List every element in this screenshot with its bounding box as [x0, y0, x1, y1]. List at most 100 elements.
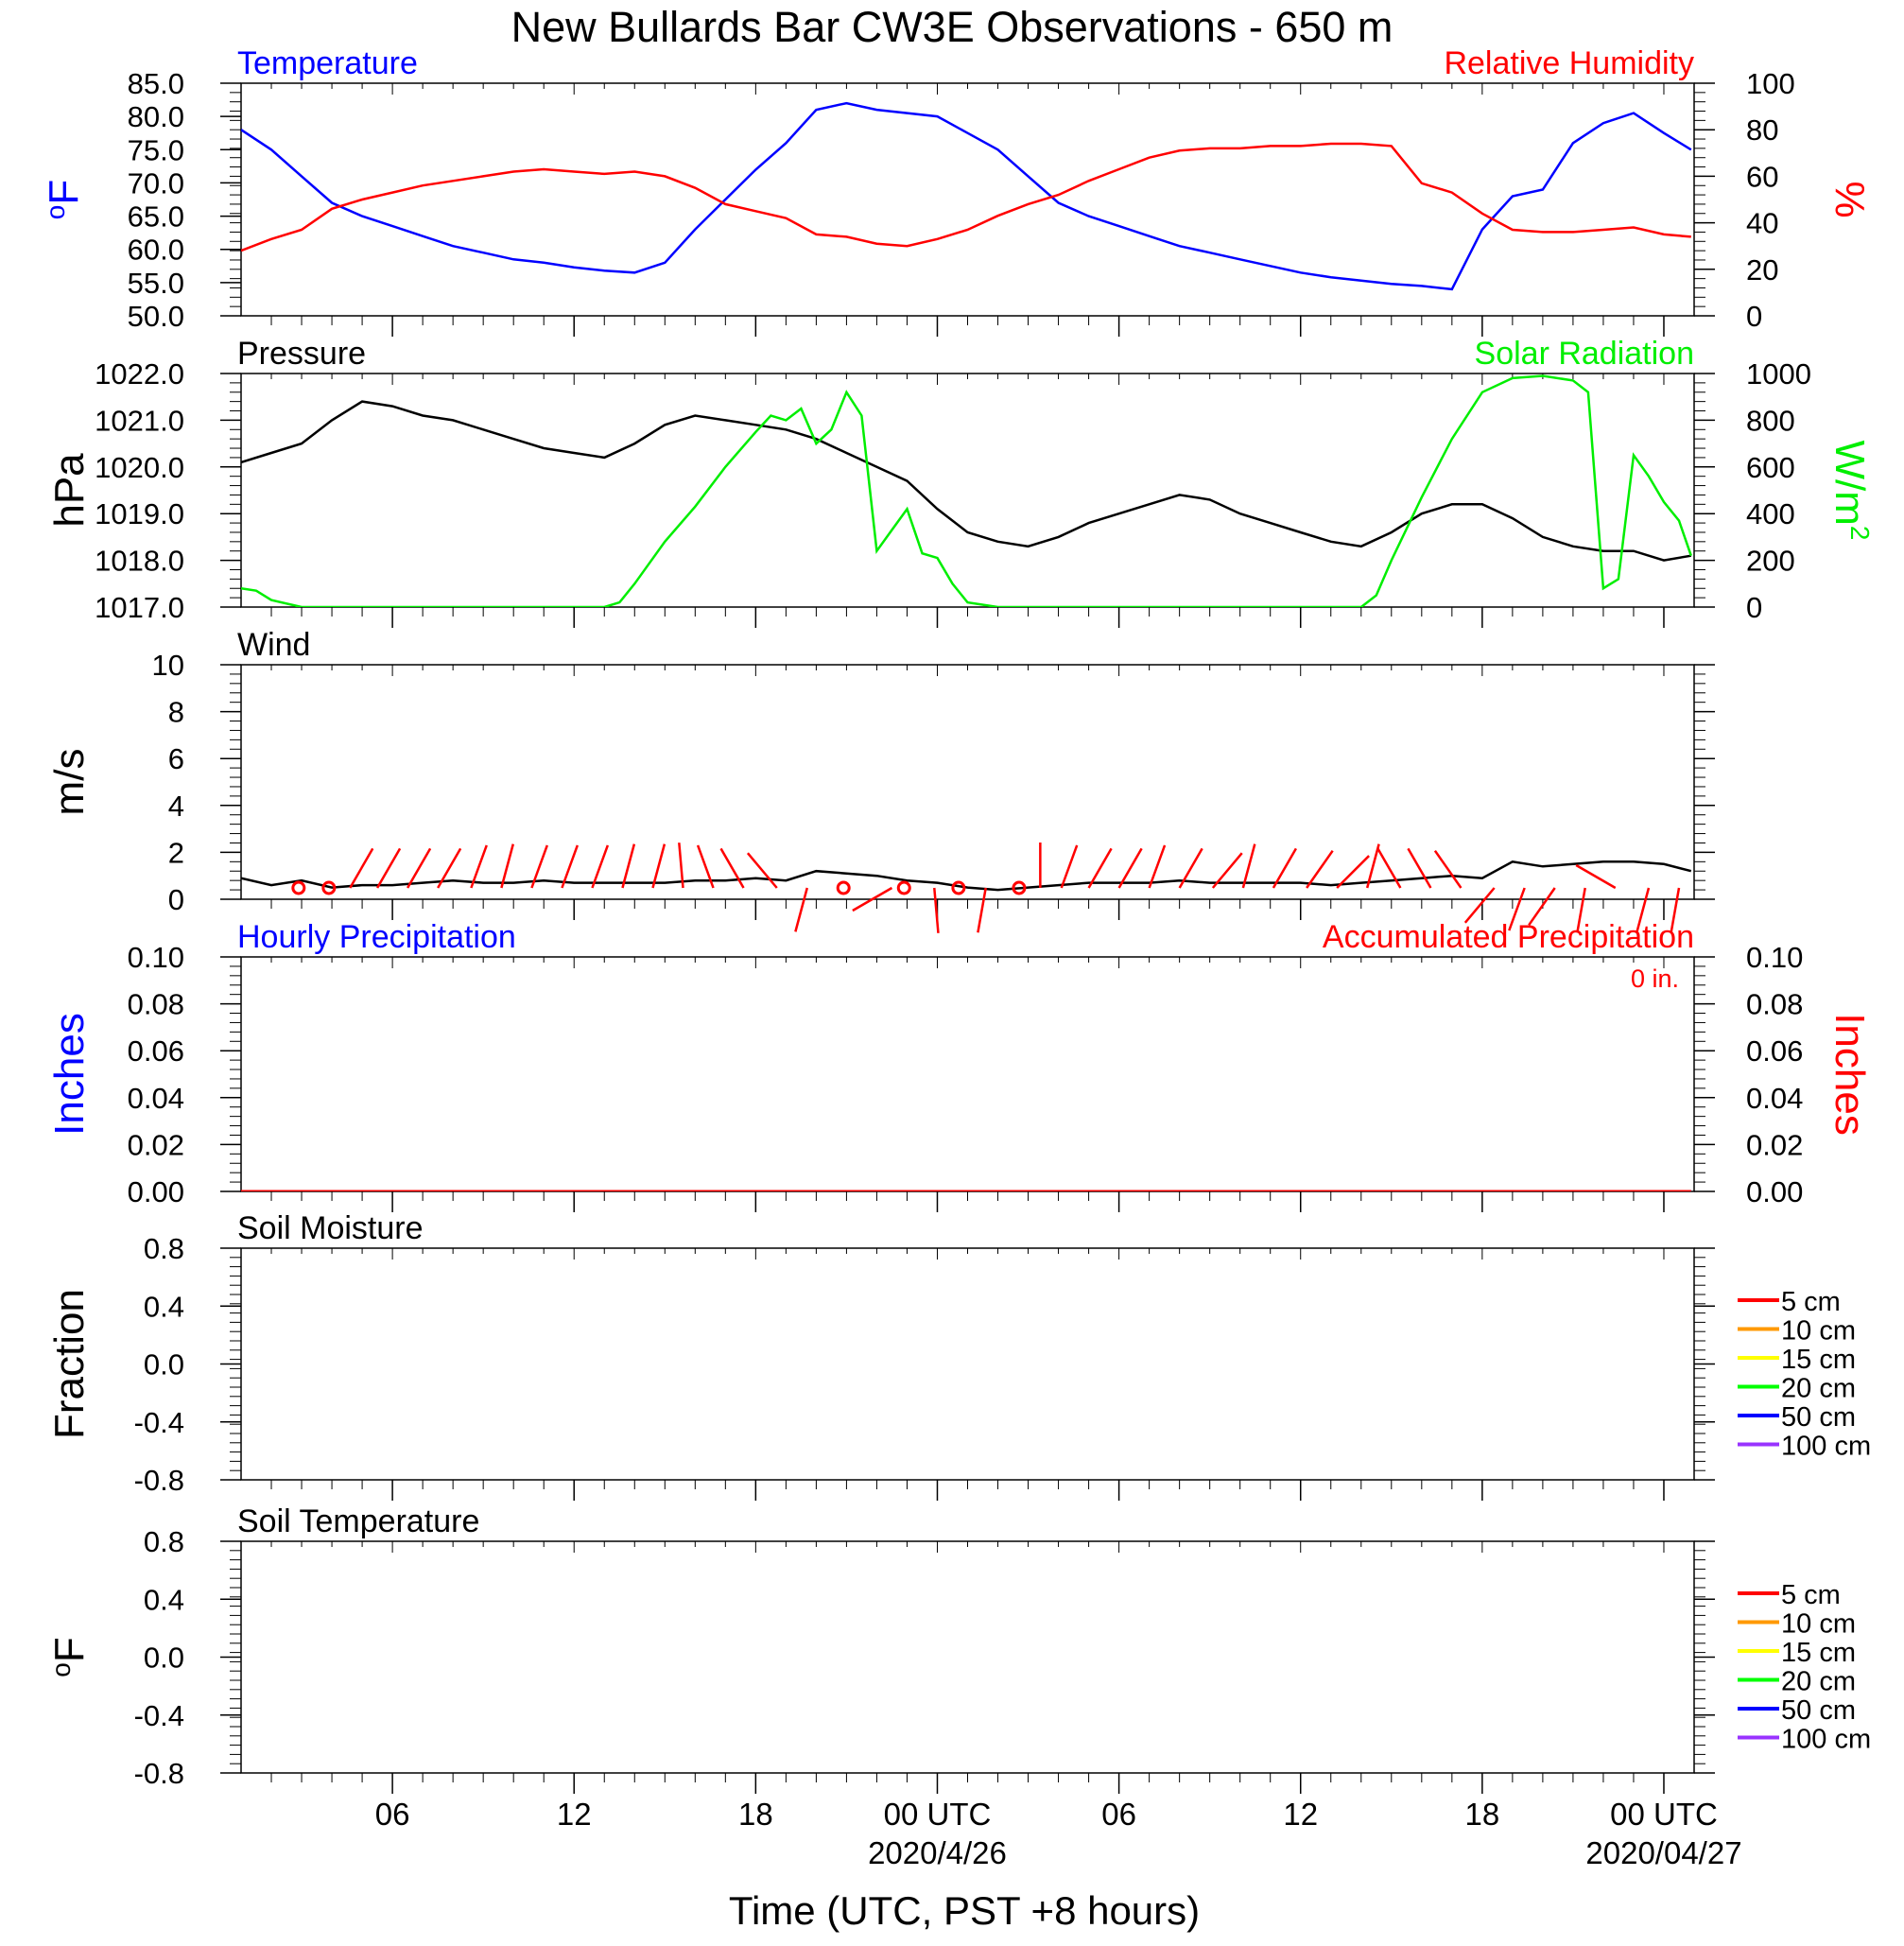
wind-barb — [591, 844, 610, 889]
x-axis-label: Time (UTC, PST +8 hours) — [729, 1888, 1200, 1933]
x-tick-date-label: 2020/04/27 — [1585, 1835, 1741, 1870]
y-tick-label-right: 0.08 — [1746, 988, 1803, 1021]
plot-frame-wind — [240, 664, 1695, 900]
y-tick-label-left: 1019.0 — [95, 497, 184, 530]
y-tick-label-left: 0.8 — [144, 1232, 184, 1265]
panel-title-left: Temperature — [237, 45, 418, 81]
wind-barb — [794, 887, 808, 932]
y-tick-label-right: 0.00 — [1746, 1175, 1803, 1208]
figure-title: New Bullards Bar CW3E Observations - 650… — [511, 3, 1393, 51]
y-tick-label-left: 1020.0 — [95, 451, 184, 484]
y-tick-label-right: 0.02 — [1746, 1128, 1803, 1161]
x-tick-label: 12 — [557, 1797, 592, 1832]
y-tick-label-left: 0.04 — [128, 1082, 184, 1115]
wind-barb — [1365, 843, 1380, 889]
y-tick-label-left: 0.0 — [144, 1348, 184, 1381]
y-tick-label-left: 10 — [152, 649, 184, 682]
y-tick-label-left: 0.02 — [128, 1128, 184, 1161]
panel-title-right: Relative Humidity — [1444, 45, 1694, 81]
x-tick-label: 06 — [1101, 1797, 1136, 1832]
wind-barb — [977, 887, 987, 933]
wind-barb — [1117, 847, 1143, 889]
legend-label: 50 cm — [1781, 1402, 1856, 1433]
legend-label: 100 cm — [1781, 1725, 1871, 1755]
wind-barb — [1575, 863, 1617, 890]
y-axis-label-right: W/m2 — [1826, 441, 1875, 541]
y-tick-label-left: 2 — [168, 836, 184, 869]
y-tick-label-right: 1000 — [1746, 357, 1811, 391]
y-tick-label-right: 200 — [1746, 545, 1795, 578]
y-tick-label-left: -0.4 — [134, 1699, 184, 1732]
wind-barb — [651, 843, 666, 889]
y-tick-label-right: 20 — [1746, 253, 1778, 287]
y-tick-label-left: 1021.0 — [95, 404, 184, 437]
panel-title-left: Soil Temperature — [237, 1503, 479, 1539]
y-tick-label-left: 6 — [168, 742, 184, 775]
y-tick-label-left: 1017.0 — [95, 591, 184, 624]
wind-barb — [621, 843, 636, 889]
series-line-wind — [241, 860, 1692, 892]
panel-title-left: Wind — [237, 627, 310, 663]
panel-title-left: Hourly Precipitation — [237, 919, 516, 955]
y-tick-label-right: 100 — [1746, 67, 1795, 100]
accumulated-total-label: 0 in. — [1631, 964, 1679, 993]
wind-barb — [1463, 887, 1496, 924]
wind-barb — [1241, 843, 1256, 889]
y-tick-label-left: 0 — [168, 883, 184, 916]
y-tick-label-left: 0.06 — [128, 1034, 184, 1068]
legend-label: 5 cm — [1781, 1287, 1841, 1317]
legend-label: 20 cm — [1781, 1374, 1856, 1404]
wind-barb — [407, 847, 432, 889]
y-tick-label-right: 60 — [1746, 160, 1778, 193]
wind-barb — [1528, 887, 1556, 927]
wind-barb — [719, 847, 745, 889]
wind-barb — [1060, 844, 1079, 889]
y-axis-label-left: Inches — [46, 1013, 93, 1136]
panel-title-right: Accumulated Precipitation — [1323, 919, 1694, 955]
legend-label: 20 cm — [1781, 1667, 1856, 1697]
wind-barb — [500, 843, 515, 889]
y-tick-label-left: 80.0 — [128, 100, 184, 133]
y-tick-label-left: 85.0 — [128, 67, 184, 100]
panel-precip: 0.10 0.08 0.06 0.04 0.02 0.00 0.10 0.08 0.06 0.04… — [46, 919, 1873, 1212]
y-tick-label-left: 0.10 — [128, 941, 184, 974]
plot-frame-temp_rh — [240, 82, 1695, 317]
x-tick-date-label: 2020/4/26 — [868, 1835, 1007, 1870]
y-tick-label-left: 0.4 — [144, 1290, 184, 1323]
unit-superscript: 2 — [1845, 526, 1875, 541]
y-axis-label-left: hPa — [46, 453, 93, 528]
y-tick-label-left: 70.0 — [128, 166, 184, 200]
y-tick-label-left: 1018.0 — [95, 545, 184, 578]
panel-soil_moisture: 0.8 0.4 0.0 -0.4 -0.8 Soil Moisture Fraction 5 … — [46, 1210, 1871, 1501]
legend-label: 15 cm — [1781, 1638, 1856, 1668]
y-tick-label-right: 40 — [1746, 207, 1778, 240]
y-tick-label-right: 400 — [1746, 497, 1795, 530]
panel-wind: 10 8 6 4 2 0 Wind m/s — [46, 627, 1715, 933]
wind-barb — [1211, 852, 1243, 889]
wind-barb — [1636, 887, 1651, 932]
y-tick-label-left: 0.0 — [144, 1642, 184, 1675]
y-tick-label-left: 0.4 — [144, 1583, 184, 1616]
panel-title-right: Solar Radiation — [1475, 336, 1694, 372]
y-tick-label-right: 0.04 — [1746, 1082, 1803, 1115]
wind-barb — [696, 844, 715, 889]
panel-title-left: Pressure — [237, 336, 366, 372]
wind-barb — [530, 844, 548, 889]
wind-barb-calm — [321, 880, 337, 895]
plot-frame-soil_temp — [240, 1540, 1695, 1774]
panel-title-left: Soil Moisture — [237, 1210, 424, 1246]
wind-barb — [1087, 847, 1113, 889]
wind-barb — [349, 847, 374, 889]
y-tick-label-right: 0.06 — [1746, 1034, 1803, 1068]
x-tick-label: 18 — [1464, 1797, 1499, 1832]
wind-barb-calm — [896, 880, 911, 895]
x-tick-label: 18 — [738, 1797, 773, 1832]
y-tick-label-left: 50.0 — [128, 300, 184, 333]
y-tick-label-left: -0.8 — [134, 1464, 184, 1497]
wind-barb-calm — [291, 880, 306, 895]
y-tick-label-left: 60.0 — [128, 234, 184, 267]
y-tick-label-left: 65.0 — [128, 200, 184, 234]
wind-barb — [1508, 887, 1526, 931]
unit-text: F — [46, 1637, 93, 1662]
